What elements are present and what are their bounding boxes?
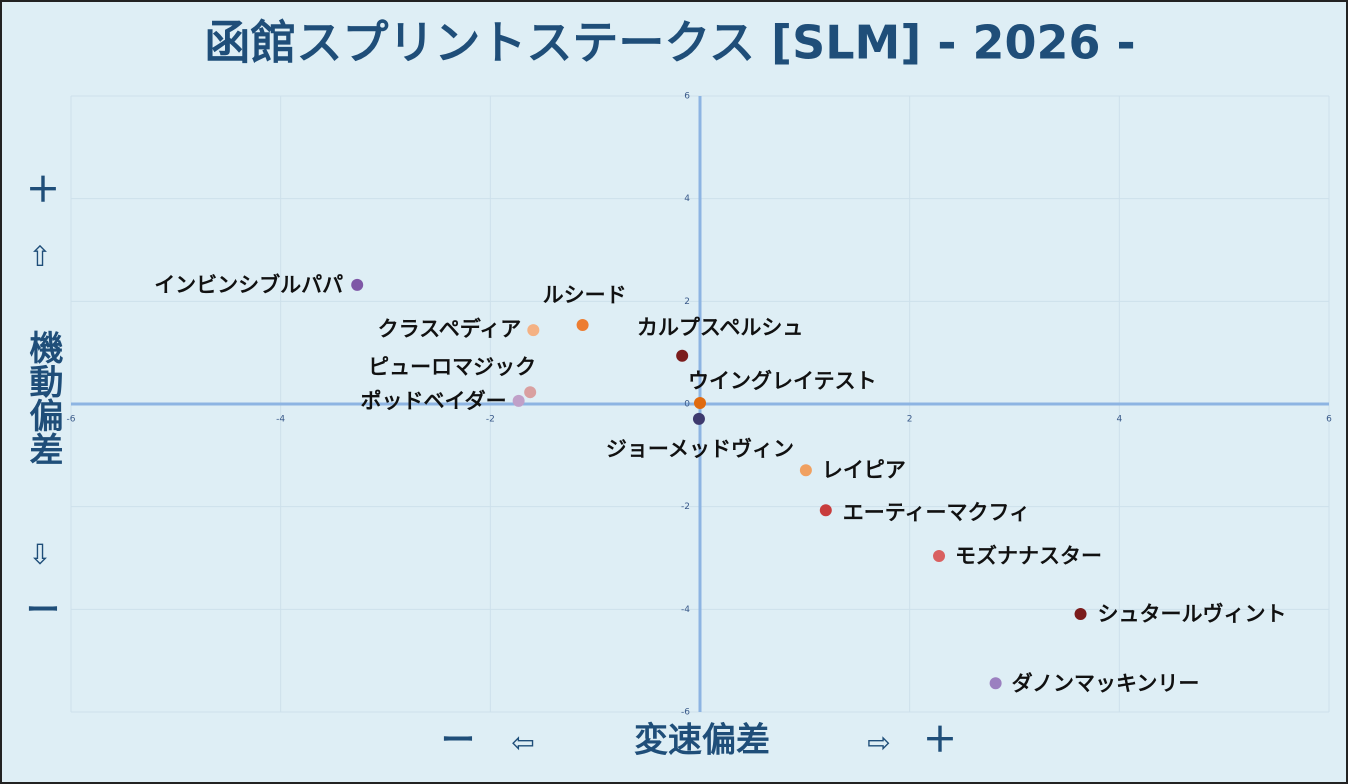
- x-minus: ー: [441, 721, 475, 761]
- y-minus: ー: [26, 591, 60, 631]
- chart-title: 函館スプリントステークス [SLM] - 2026 -: [204, 16, 1135, 70]
- point-label: ジョーメッドヴィン: [606, 437, 794, 461]
- x-tick-label: 6: [1326, 415, 1332, 425]
- point: [676, 349, 689, 362]
- y-tick-label: 4: [684, 194, 690, 204]
- point: [692, 412, 705, 425]
- point-label: ポッドベイダー: [360, 389, 506, 413]
- y-plus: ＋: [26, 171, 60, 211]
- point: [1074, 607, 1087, 620]
- point-label: クラスペディア: [378, 317, 522, 341]
- x-minus-arrow: ⇦: [511, 726, 534, 759]
- point: [351, 278, 364, 291]
- y-plus-arrow: ⇧: [28, 240, 51, 273]
- point: [524, 386, 537, 399]
- y-tick-label: -2: [681, 502, 690, 512]
- point-label: レイピア: [822, 458, 906, 482]
- point: [527, 324, 540, 337]
- x-tick-label: -4: [276, 415, 285, 425]
- y-minus-arrow: ⇩: [28, 538, 51, 571]
- y-tick-label: -6: [681, 708, 690, 718]
- point-label: ルシード: [543, 283, 627, 307]
- point: [576, 318, 589, 331]
- point: [933, 549, 946, 562]
- point-label: シュタールヴィント: [1098, 602, 1287, 626]
- point-label: ダノンマッキンリー: [1012, 671, 1200, 695]
- y-tick-label: -4: [681, 605, 690, 615]
- x-axis-label: 変速偏差: [634, 721, 770, 761]
- x-tick-label: -2: [486, 415, 495, 425]
- point-label: インビンシブルパパ: [154, 273, 343, 297]
- point-label: モズナナスター: [955, 544, 1102, 568]
- x-tick-label: 4: [1116, 415, 1122, 425]
- point: [989, 677, 1002, 690]
- point: [799, 464, 812, 477]
- y-tick-label: 2: [684, 297, 690, 307]
- x-plus-arrow: ⇨: [867, 726, 890, 759]
- point-label: エーティーマクフィ: [843, 500, 1030, 524]
- y-axis-label: 機動偏差: [23, 330, 63, 466]
- point: [694, 396, 706, 409]
- x-tick-label: 2: [907, 415, 913, 425]
- point: [819, 504, 832, 517]
- point-label: ウイングレイテスト: [688, 369, 877, 393]
- x-tick-label: -6: [67, 415, 76, 425]
- y-tick-label: 0: [684, 400, 690, 410]
- y-tick-label: 6: [684, 92, 690, 102]
- point: [512, 394, 525, 407]
- point-label: カルプスペルシュ: [637, 316, 804, 340]
- point-label: ピューロマジック: [368, 355, 536, 379]
- x-plus: ＋: [923, 721, 957, 761]
